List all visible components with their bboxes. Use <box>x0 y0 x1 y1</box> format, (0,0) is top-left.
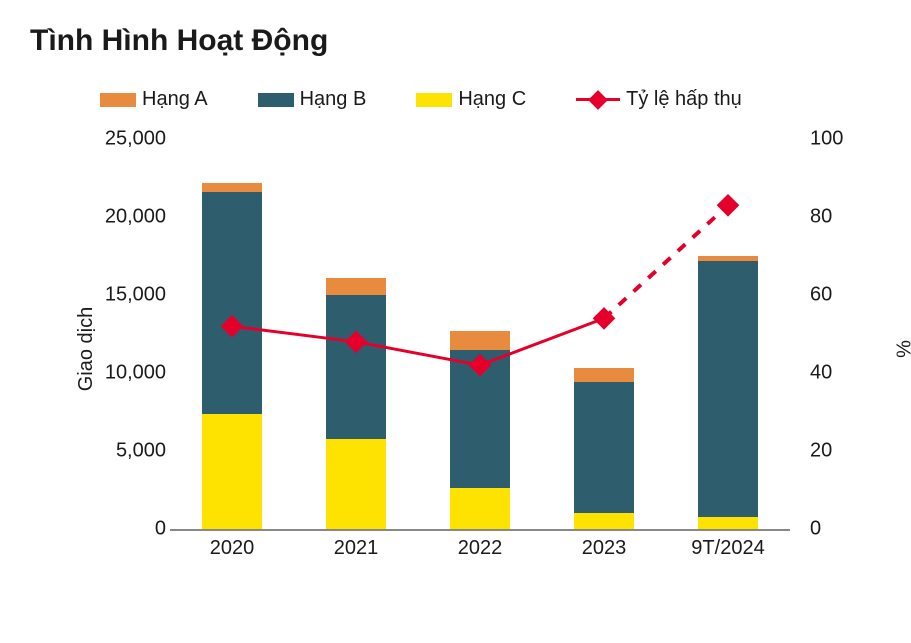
line-marker-icon <box>593 307 616 330</box>
y-right-tick: 20 <box>810 440 870 463</box>
legend-label-rate: Tỷ lệ hấp thụ <box>626 88 742 111</box>
legend-item-a: Hạng A <box>100 88 208 111</box>
y-right-tick: 40 <box>810 362 870 385</box>
y-left-tick: 0 <box>100 518 166 541</box>
line-marker-icon <box>717 194 740 217</box>
line-marker-icon <box>221 315 244 338</box>
y-left-tick: 25,000 <box>100 128 166 151</box>
legend-item-b: Hạng B <box>258 88 367 111</box>
line-marker-icon <box>345 330 368 353</box>
y-left-tick: 5,000 <box>100 440 166 463</box>
line-series <box>170 139 790 529</box>
chart-area: Giao dịch % 05,00010,00015,00020,00025,0… <box>100 129 870 569</box>
y-right-tick: 0 <box>810 518 870 541</box>
legend: Hạng A Hạng B Hạng C Tỷ lệ hấp thụ <box>100 88 881 111</box>
legend-label-c: Hạng C <box>458 88 526 111</box>
swatch-line-icon <box>576 92 620 108</box>
legend-label-b: Hạng B <box>300 88 367 111</box>
x-tick: 9T/2024 <box>691 537 764 597</box>
x-tick: 2023 <box>582 537 627 597</box>
y-left-axis-label: Giao dịch <box>75 307 98 392</box>
x-tick: 2022 <box>458 537 503 597</box>
legend-label-a: Hạng A <box>142 88 208 111</box>
y-left-tick: 20,000 <box>100 206 166 229</box>
y-right-axis-label: % <box>894 340 911 358</box>
line-marker-icon <box>469 354 492 377</box>
y-left-tick: 15,000 <box>100 284 166 307</box>
swatch-c-icon <box>416 93 452 107</box>
y-left-tick: 10,000 <box>100 362 166 385</box>
legend-item-rate: Tỷ lệ hấp thụ <box>576 88 742 111</box>
legend-item-c: Hạng C <box>416 88 526 111</box>
swatch-b-icon <box>258 93 294 107</box>
plot-area <box>170 139 790 531</box>
line-solid <box>232 318 604 365</box>
line-dashed <box>604 205 728 318</box>
x-tick: 2020 <box>210 537 255 597</box>
swatch-a-icon <box>100 93 136 107</box>
chart-title: Tình Hình Hoạt Động <box>30 24 881 58</box>
y-right-tick: 60 <box>810 284 870 307</box>
x-tick: 2021 <box>334 537 379 597</box>
y-right-tick: 100 <box>810 128 870 151</box>
y-right-tick: 80 <box>810 206 870 229</box>
